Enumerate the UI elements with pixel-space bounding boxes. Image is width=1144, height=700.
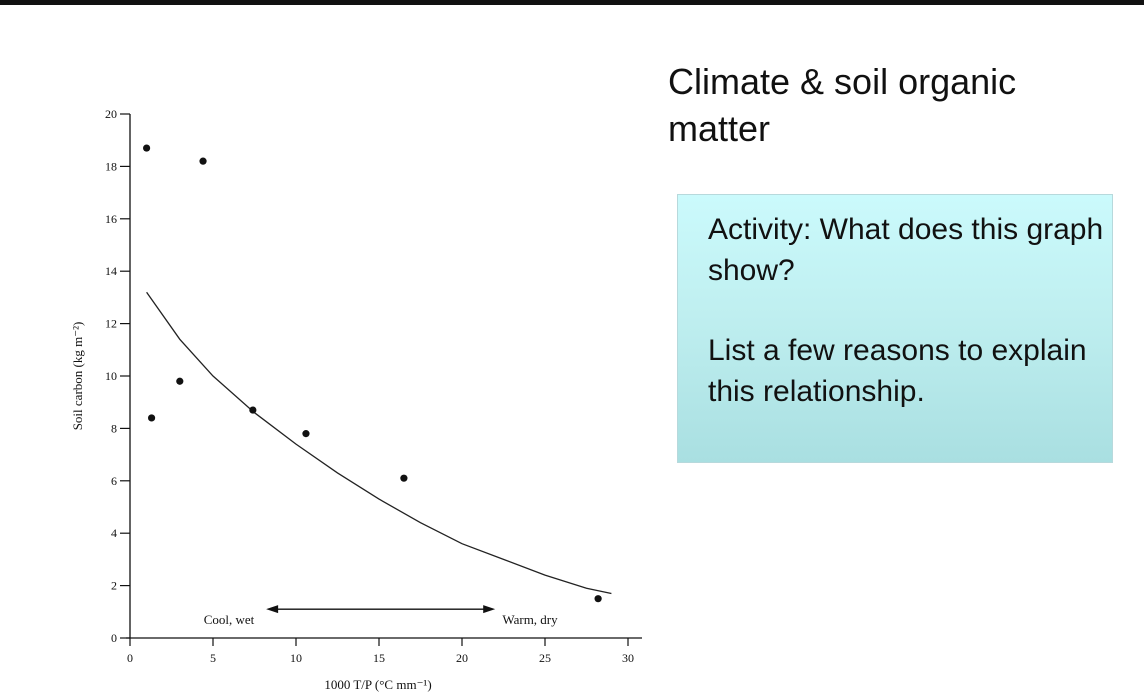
soil-carbon-chart: 0 2 4 6 8 10 12 14 16 18 20 0 5 10 15 20 25 30 1000 T/P (…: [70, 107, 642, 692]
trend-curve: [146, 291, 612, 595]
y-axis-label: Soil carbon (kg m⁻²): [70, 322, 85, 431]
top-rule: [0, 0, 1144, 5]
warm-dry-label: Warm, dry: [502, 612, 558, 627]
data-point: [176, 377, 184, 385]
y-tick-label: 8: [111, 421, 117, 435]
activity-prompt: List a few reasons to explain this relat…: [708, 334, 1087, 408]
data-point: [302, 430, 310, 438]
x-tick-label: 30: [622, 651, 634, 665]
activity-box: Activity: What does this graph show? Lis…: [677, 194, 1113, 463]
data-point: [594, 595, 602, 603]
chart-axes: [126, 114, 642, 639]
y-tick-label: 16: [105, 212, 117, 226]
data-points: [143, 144, 602, 603]
range-arrow-right-head: [483, 605, 496, 614]
x-axis-label: 1000 T/P (°C mm⁻¹): [324, 677, 431, 692]
slide-title: Climate & soil organic matter: [668, 61, 1017, 149]
x-tick-label: 25: [539, 651, 551, 665]
y-tick-label: 4: [111, 526, 117, 540]
activity-text: Activity: What does this graph show? Lis…: [708, 209, 1108, 412]
y-tick-label: 14: [105, 264, 117, 278]
x-tick-label: 5: [210, 651, 216, 665]
activity-question: Activity: What does this graph show?: [708, 213, 1104, 287]
y-tick-label: 12: [105, 317, 117, 331]
data-point: [400, 474, 408, 482]
chart-annotations: [266, 605, 496, 614]
data-point: [249, 406, 257, 414]
cool-wet-label: Cool, wet: [204, 612, 255, 627]
x-tick-label: 20: [456, 651, 468, 665]
y-tick-label: 0: [111, 631, 117, 645]
range-arrow-left-head: [266, 605, 279, 614]
x-tick-label: 15: [373, 651, 385, 665]
data-point: [143, 144, 151, 152]
y-tick-label: 6: [111, 474, 117, 488]
x-tick-label: 10: [290, 651, 302, 665]
data-point: [147, 414, 156, 422]
y-tick-label: 10: [105, 369, 117, 383]
trend-curve-layer: [146, 291, 612, 595]
x-tick-label: 0: [127, 651, 133, 665]
y-tick-label: 2: [111, 579, 117, 593]
data-point: [199, 157, 207, 165]
y-tick-label: 20: [105, 107, 117, 121]
chart-ticks: 0 2 4 6 8 10 12 14 16 18 20 0 5 10 15 20 25 30: [105, 107, 634, 665]
y-tick-label: 18: [105, 159, 117, 173]
